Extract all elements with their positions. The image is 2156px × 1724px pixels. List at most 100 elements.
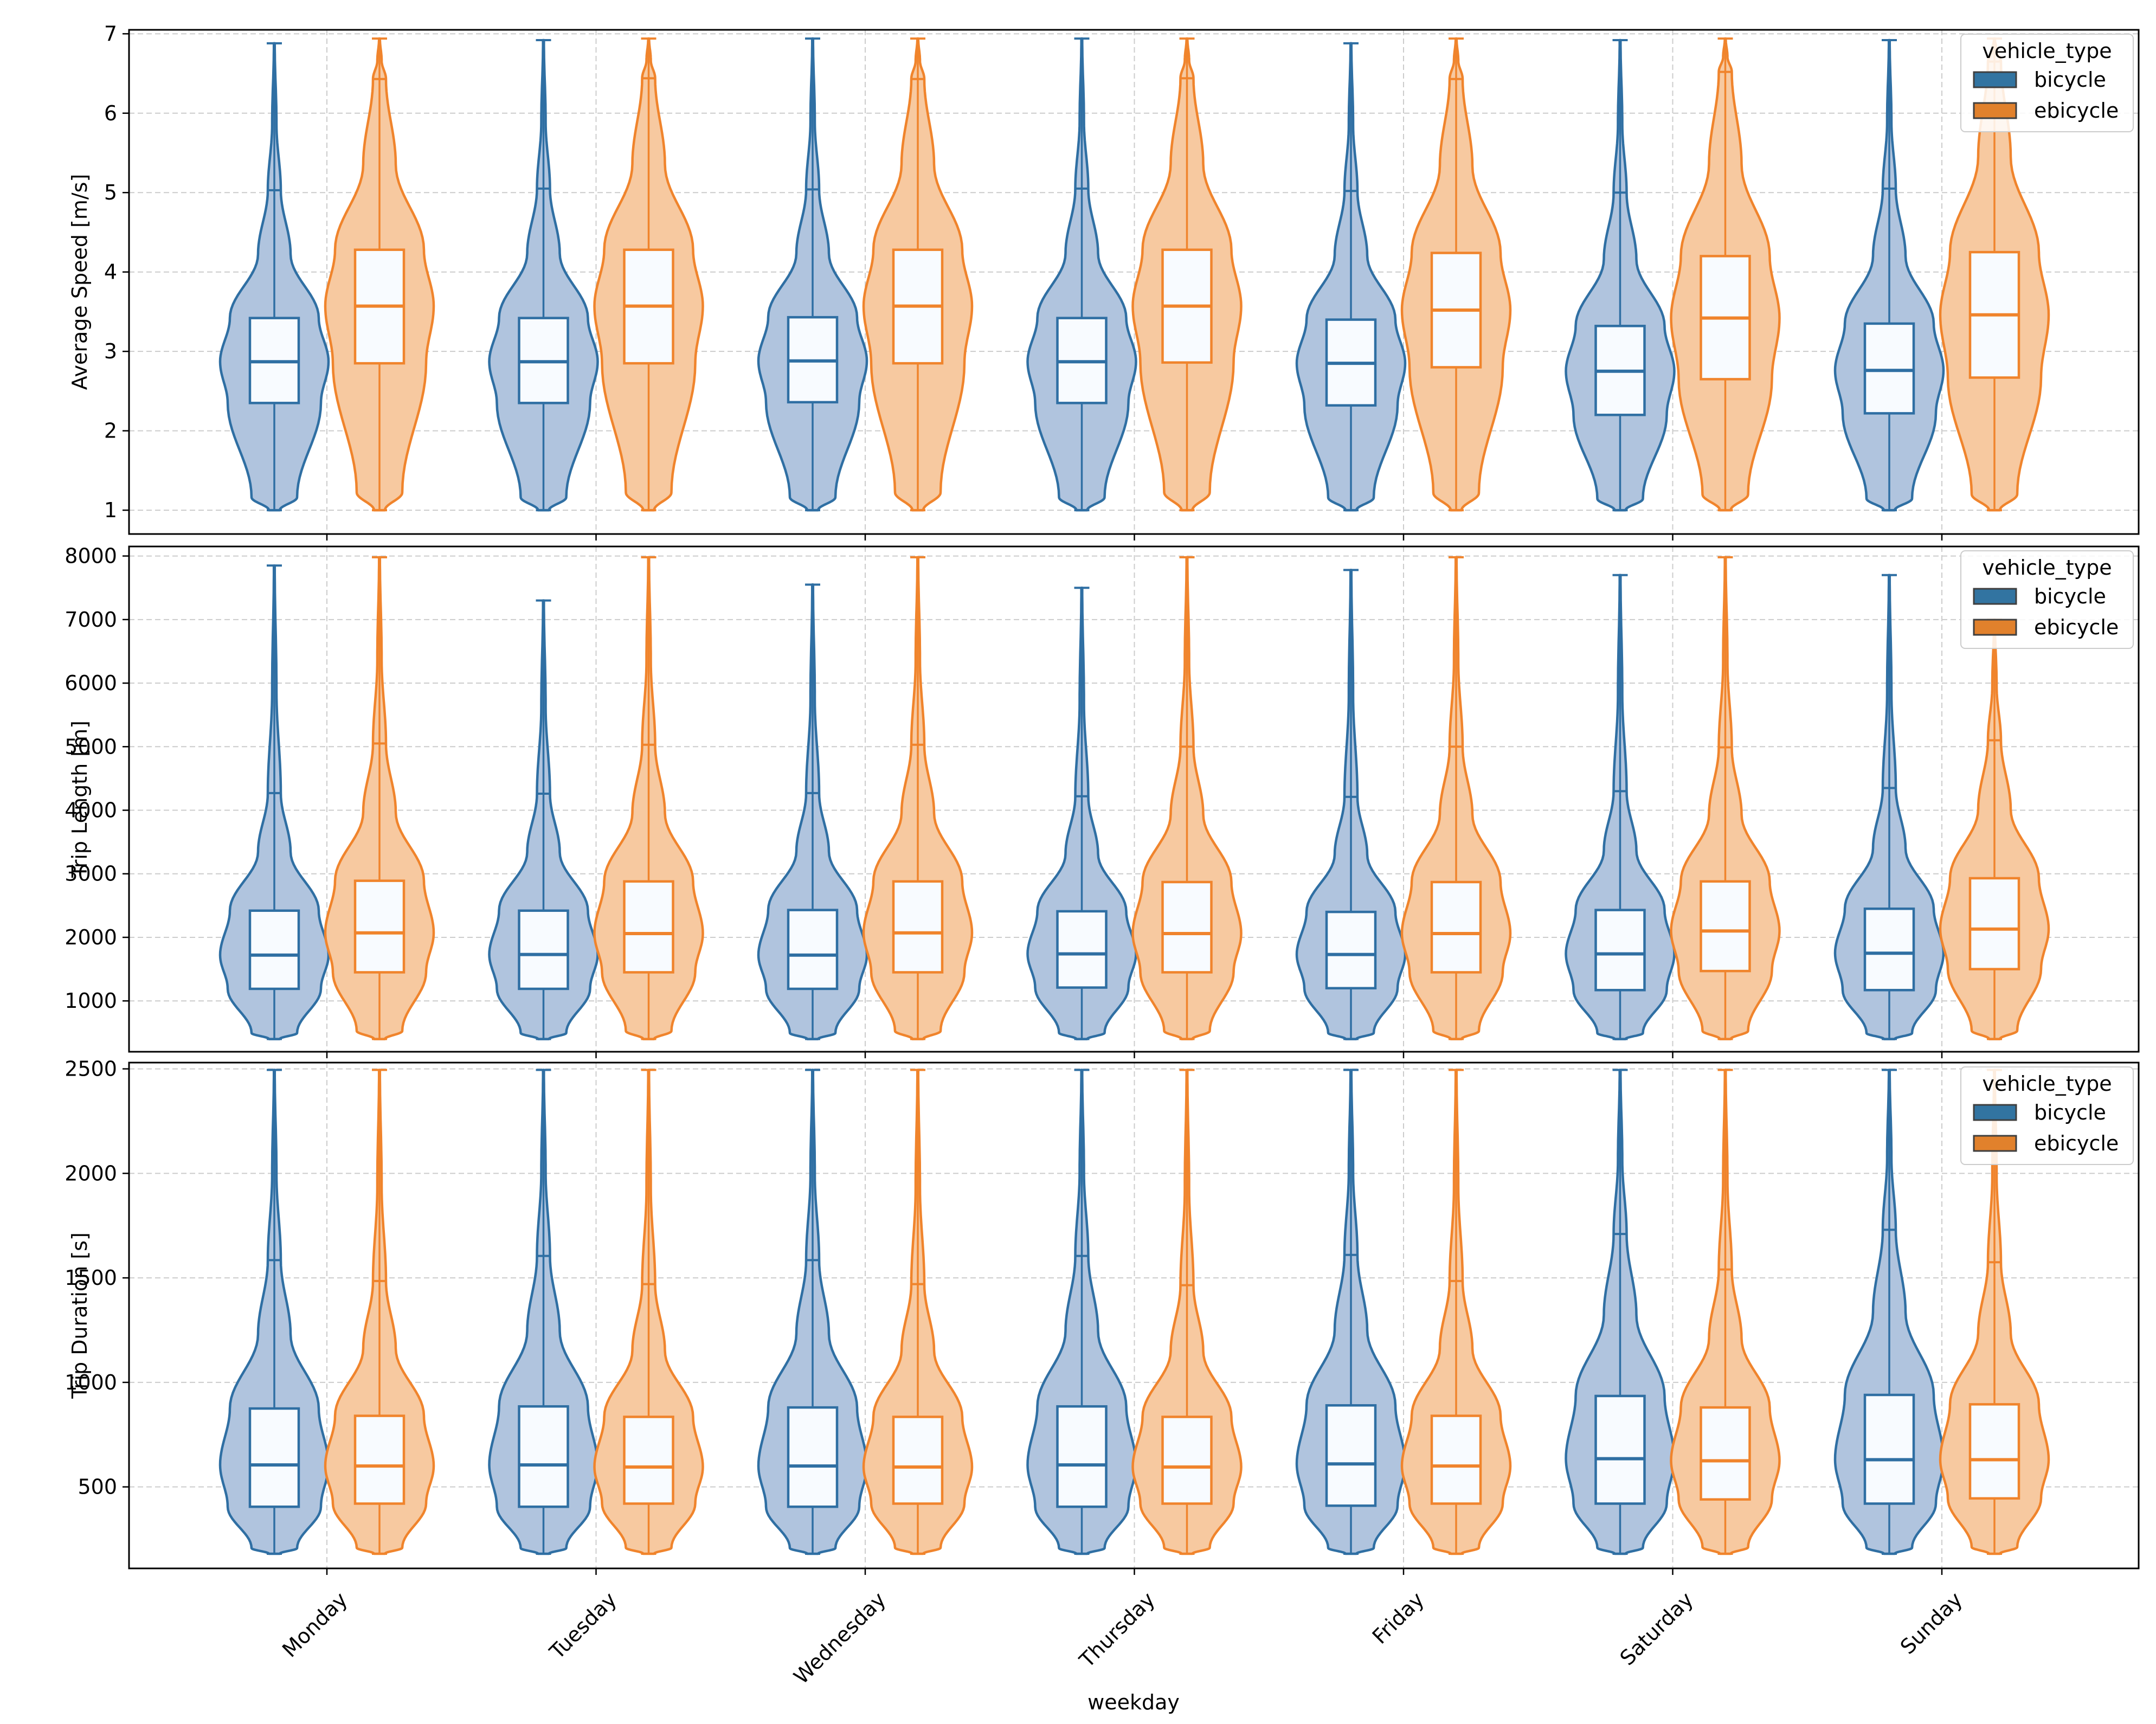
iqr-box: [1863, 322, 1915, 415]
iqr-box: [1161, 880, 1213, 974]
y-tick-label: 500: [78, 1475, 117, 1499]
violin-ebicycle-thursday: [1131, 37, 1243, 512]
legend-swatch-bicycle: [1973, 1104, 2017, 1121]
iqr-box: [1430, 1414, 1482, 1505]
y-axis-label: Trip Duration [s]: [68, 1232, 92, 1399]
y-tick-label: 1: [104, 498, 117, 522]
violin-bicycle-thursday: [1026, 37, 1137, 512]
y-axis-label: Trip Length [m]: [68, 721, 92, 878]
y-tick-label: 2500: [65, 1057, 117, 1081]
legend-title: vehicle_type: [1982, 39, 2112, 63]
violin-bicycle-monday: [218, 564, 330, 1040]
iqr-box: [1968, 877, 2020, 970]
iqr-box: [1700, 880, 1751, 973]
y-tick-label: 2: [104, 419, 117, 443]
violin-bicycle-wednesday: [757, 1069, 868, 1555]
legend-label-bicycle: bicycle: [2034, 1101, 2106, 1124]
y-tick-label: 1000: [65, 989, 117, 1013]
legend-title: vehicle_type: [1982, 1072, 2112, 1096]
violin-bicycle-tuesday: [488, 38, 599, 512]
iqr-box: [518, 909, 569, 990]
violin-ebicycle-monday: [324, 1069, 435, 1555]
violin-ebicycle-tuesday: [593, 1069, 704, 1555]
violin-bicycle-sunday: [1833, 574, 1945, 1040]
iqr-box: [1056, 1405, 1108, 1508]
violin-ebicycle-tuesday: [593, 37, 704, 512]
y-tick-label: 1000: [65, 1371, 117, 1394]
iqr-box: [623, 1416, 674, 1505]
violin-ebicycle-wednesday: [862, 37, 974, 512]
violin-ebicycle-wednesday: [862, 1069, 974, 1555]
violin-ebicycle-thursday: [1131, 1069, 1243, 1555]
iqr-box: [623, 880, 674, 974]
iqr-box: [1594, 909, 1646, 992]
iqr-box: [248, 909, 300, 990]
y-tick-label: 6: [104, 101, 117, 125]
iqr-box: [518, 1405, 569, 1508]
iqr-box: [1325, 1404, 1377, 1507]
violin-ebicycle-wednesday: [862, 556, 974, 1040]
violin-ebicycle-monday: [324, 37, 435, 512]
iqr-box: [892, 880, 944, 974]
iqr-box: [1863, 1393, 1915, 1505]
iqr-box: [1968, 1403, 2020, 1500]
legend-label-ebicycle: ebicycle: [2034, 99, 2119, 123]
y-tick-label: 4000: [65, 799, 117, 822]
panel-trip-length-m: 1000 2000 3000 4000 5000 6000 7000 8000 Trip Len…: [65, 544, 2140, 1058]
iqr-box: [1430, 880, 1482, 974]
violin-ebicycle-saturday: [1670, 37, 1781, 512]
iqr-box: [353, 1414, 406, 1505]
iqr-box: [353, 879, 406, 974]
violin-bicycle-monday: [218, 42, 330, 512]
y-tick-label: 1500: [65, 1266, 117, 1290]
violin-bicycle-saturday: [1565, 1069, 1676, 1555]
y-tick-label: 5000: [65, 735, 117, 758]
panel-trip-duration-s: 500 1000 1500 2000 2500 Trip Duration [s] vehi…: [65, 1057, 2140, 1575]
y-tick-label: 7: [104, 22, 117, 46]
iqr-box: [892, 1416, 944, 1505]
legend-label-bicycle: bicycle: [2034, 68, 2106, 92]
legend-swatch-ebicycle: [1973, 1135, 2017, 1152]
legend-swatch-bicycle: [1973, 71, 2017, 88]
violin-ebicycle-sunday: [1939, 37, 2050, 512]
iqr-box: [248, 1407, 300, 1508]
iqr-box: [1056, 910, 1108, 989]
violin-ebicycle-friday: [1400, 556, 1512, 1040]
violin-ebicycle-tuesday: [593, 556, 704, 1040]
y-tick-label: 7000: [65, 608, 117, 632]
violin-bicycle-friday: [1295, 1069, 1407, 1555]
iqr-box: [1594, 1394, 1646, 1505]
violin-ebicycle-saturday: [1670, 556, 1781, 1040]
violin-bicycle-friday: [1295, 569, 1407, 1040]
panel-average-speed-m-s: 1 2 3 4 5 6 7 Average Speed [m/s] vehicle_typebi…: [68, 22, 2140, 541]
y-tick-label: 3000: [65, 862, 117, 886]
x-axis-label: weekday: [1087, 1690, 1180, 1714]
y-tick-label: 4: [104, 260, 117, 284]
legend-label-ebicycle: ebicycle: [2034, 615, 2119, 639]
legend-swatch-ebicycle: [1973, 619, 2017, 636]
violin-bicycle-saturday: [1565, 574, 1676, 1040]
violin-bicycle-sunday: [1833, 38, 1945, 512]
legend-title: vehicle_type: [1982, 556, 2112, 580]
violin-bicycle-wednesday: [757, 37, 868, 512]
violin-bicycle-saturday: [1565, 38, 1676, 512]
violin-bicycle-thursday: [1026, 586, 1137, 1040]
violin-ebicycle-friday: [1400, 1069, 1512, 1555]
violin-ebicycle-monday: [324, 556, 435, 1040]
violin-bicycle-tuesday: [488, 1069, 599, 1555]
violin-bicycle-tuesday: [488, 599, 599, 1040]
iqr-box: [1700, 1406, 1751, 1501]
violin-bicycle-monday: [218, 1069, 330, 1555]
violin-ebicycle-sunday: [1939, 1069, 2050, 1555]
legend-swatch-ebicycle: [1973, 102, 2017, 119]
violin-bicycle-wednesday: [757, 583, 868, 1040]
y-tick-label: 8000: [65, 544, 117, 568]
iqr-box: [787, 909, 839, 990]
iqr-box: [787, 1406, 839, 1508]
iqr-box: [1863, 907, 1915, 992]
iqr-box: [1325, 910, 1377, 990]
y-tick-label: 3: [104, 339, 117, 363]
